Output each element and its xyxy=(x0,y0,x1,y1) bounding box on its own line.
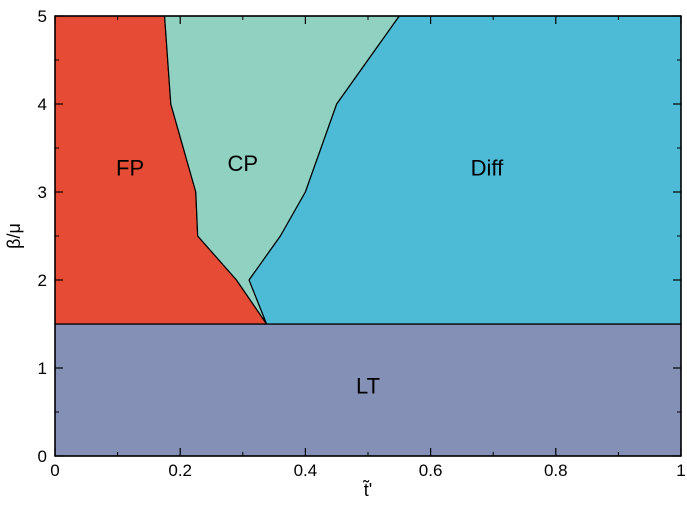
y-tick-label: 0 xyxy=(38,447,47,466)
region-label-cp: CP xyxy=(228,151,259,176)
y-tick-label: 4 xyxy=(38,95,47,114)
axis-ticks: 0 0.2 0.4 0.6 0.8 1 0 1 2 3 4 5 xyxy=(38,7,686,480)
y-tick-label: 2 xyxy=(38,271,47,290)
x-axis-title: t̃' xyxy=(362,480,372,500)
y-axis-title: β/μ xyxy=(4,223,24,249)
region-label-fp: FP xyxy=(116,155,144,180)
y-tick-label: 1 xyxy=(38,359,47,378)
y-tick-label: 5 xyxy=(38,7,47,26)
regions-layer xyxy=(54,15,682,457)
x-tick-label: 1 xyxy=(676,461,685,480)
region-labels: LT FP CP Diff xyxy=(116,151,504,399)
region-label-diff: Diff xyxy=(471,155,504,180)
x-tick-label: 0.6 xyxy=(419,461,443,480)
x-tick-label: 0.4 xyxy=(294,461,318,480)
x-tick-label: 0.8 xyxy=(544,461,568,480)
x-tick-label: 0 xyxy=(50,461,59,480)
x-tick-label: 0.2 xyxy=(168,461,192,480)
region-label-lt: LT xyxy=(356,374,380,399)
y-tick-label: 3 xyxy=(38,183,47,202)
